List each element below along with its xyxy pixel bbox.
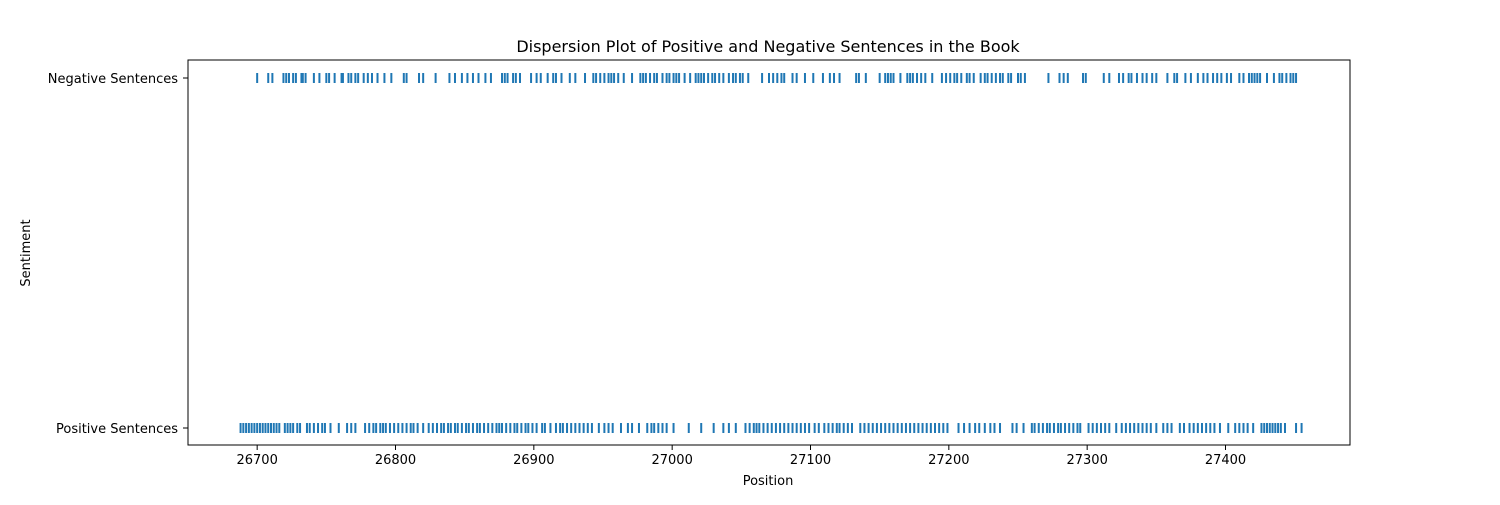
x-tick-label: 26800 bbox=[375, 453, 416, 468]
plot-area-frame bbox=[187, 59, 1351, 446]
x-tick-label: 26700 bbox=[236, 453, 277, 468]
x-axis-label: Position bbox=[743, 474, 794, 489]
chart-title: Dispersion Plot of Positive and Negative… bbox=[516, 37, 1020, 56]
negative-series-marks bbox=[256, 73, 1298, 83]
x-tick-label: 27300 bbox=[1066, 453, 1107, 468]
x-tick-label: 27200 bbox=[928, 453, 969, 468]
y-tick-label: Negative Sentences bbox=[48, 72, 178, 87]
x-tick-label: 27400 bbox=[1205, 453, 1246, 468]
y-axis-label: Sentiment bbox=[19, 219, 34, 286]
positive-series-marks bbox=[239, 423, 1303, 433]
y-tick-label: Positive Sentences bbox=[56, 422, 178, 437]
x-tick-label: 27000 bbox=[651, 453, 692, 468]
x-axis-ticks: 26700 26800 26900 27000 27100 27200 27300 27400 bbox=[236, 445, 1246, 468]
y-axis-ticks: Positive Sentences Negative Sentences bbox=[48, 72, 188, 437]
x-tick-label: 27100 bbox=[790, 453, 831, 468]
x-tick-label: 26900 bbox=[513, 453, 554, 468]
